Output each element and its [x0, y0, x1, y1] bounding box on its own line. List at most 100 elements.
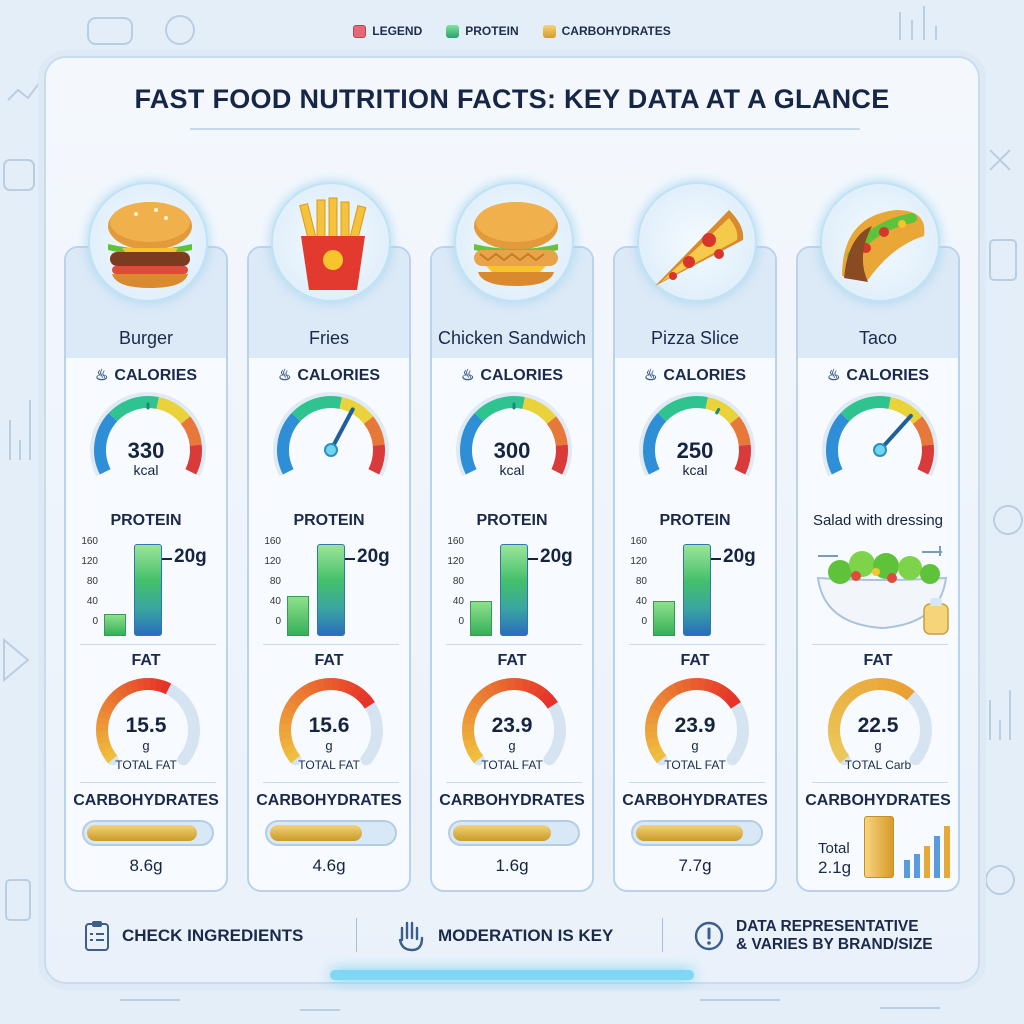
fat-unit: g [142, 738, 150, 753]
calorie-gauge-segment [546, 416, 568, 447]
protein-chart: 160 120 80 40 0 20g [257, 536, 407, 636]
protein-tick-label: 80 [452, 576, 464, 587]
section-divider [629, 644, 765, 645]
calorie-gauge-segment [643, 413, 667, 475]
section-divider [446, 644, 582, 645]
footer: CHECK INGREDIENTS MODERATION IS KEY DATA… [60, 906, 964, 966]
info-warning-icon [694, 921, 724, 951]
calories-heading: ♨ CALORIES [615, 366, 775, 385]
fat-gauge-fill [654, 693, 669, 708]
title-divider [190, 128, 860, 130]
fat-unit: g [874, 738, 882, 753]
protein-tick-label: 0 [641, 616, 647, 627]
protein-tick-label: 0 [92, 616, 98, 627]
protein-tick-label: 40 [269, 596, 281, 607]
pizza-slice-icon [655, 210, 744, 286]
taco-icon [842, 210, 925, 282]
calorie-gauge [456, 392, 572, 477]
calorie-gauge-segment [185, 444, 202, 475]
calorie-gauge-segment [180, 416, 202, 447]
calorie-gauge-rim [822, 392, 938, 477]
calorie-unit: kcal [499, 462, 525, 478]
fat-gauge-fill [673, 680, 686, 695]
section-divider [812, 782, 948, 783]
calorie-gauge-segment [826, 413, 850, 475]
food-image [820, 182, 940, 302]
fat-gauge-fill [338, 678, 350, 693]
fat-gauge-fill [111, 687, 125, 702]
carbohydrate-bar [448, 820, 580, 846]
food-image [454, 182, 574, 302]
protein-reference-bar [287, 596, 309, 636]
protein-value: 20g [357, 546, 390, 567]
protein-tick-label: 120 [447, 556, 464, 567]
fat-gauge-fill [650, 699, 665, 713]
fat-gauge [279, 678, 383, 766]
calorie-gauge-segment [551, 444, 568, 475]
calorie-gauge-needle [715, 407, 721, 415]
food-card-chicken-sandwich: Chicken Sandwich ♨ CALORIES 300 kcal PROTEIN 1… [430, 182, 594, 892]
fat-gauge-fill [721, 689, 736, 704]
calories-label: CALORIES [480, 367, 564, 384]
fat-unit: g [508, 738, 516, 753]
legend-item-protein: PROTEIN [446, 24, 519, 38]
protein-value: 20g [540, 546, 573, 567]
legend-label: CARBOHYDRATES [561, 24, 671, 38]
page-title: FAST FOOD NUTRITION FACTS: KEY DATA AT A… [134, 84, 890, 114]
fat-gauge-fill [726, 694, 741, 709]
fat-heading: FAT [863, 652, 893, 669]
calories-heading: ♨ CALORIES [798, 366, 958, 385]
calorie-value: 330 [127, 438, 165, 463]
section-divider [446, 782, 582, 783]
fat-gauge-fill [498, 678, 509, 692]
bottom-glow-bar [330, 970, 694, 980]
protein-heading: PROTEIN [659, 512, 731, 529]
protein-heading: PROTEIN [110, 512, 182, 529]
protein-marker [711, 558, 721, 560]
calories-label: CALORIES [114, 367, 198, 384]
carbohydrate-value: 4.6g [312, 856, 346, 875]
legend-swatch [542, 24, 556, 38]
protein-tick-label: 0 [458, 616, 464, 627]
legend-label: LEGEND [372, 24, 423, 38]
calorie-gauge-segment [705, 397, 740, 425]
protein-tick-label: 80 [86, 576, 98, 587]
fat-gauge-fill [843, 687, 858, 702]
hand-icon [398, 921, 424, 952]
legend-swatch [446, 24, 460, 38]
burger-icon [108, 202, 192, 288]
carbohydrates-heading: CARBOHYDRATES [805, 792, 951, 809]
protein-tick-label: 40 [452, 596, 464, 607]
fat-gauge-fill [838, 692, 853, 706]
section-divider [812, 644, 948, 645]
fat-gauge-fill [149, 678, 158, 691]
food-name: Fries [309, 328, 349, 348]
calorie-gauge-segment [729, 416, 751, 447]
section-divider [263, 644, 399, 645]
calorie-gauge-segment [156, 397, 191, 425]
flame-icon: ♨ [826, 367, 841, 384]
fat-heading: FAT [497, 652, 527, 669]
protein-tick-label: 40 [86, 596, 98, 607]
fat-gauge-fill [155, 678, 165, 693]
fat-gauge-fill [136, 678, 145, 692]
section-divider [263, 782, 399, 783]
fat-value: 22.5 [857, 714, 899, 737]
carb-bar-chart-icon [904, 826, 950, 878]
calorie-gauge-hub [324, 443, 338, 457]
calorie-gauge-segment [108, 396, 159, 422]
fat-gauge-fill [849, 683, 863, 698]
carbohydrate-value: 1.6g [495, 856, 529, 875]
fat-gauge-fill [103, 697, 117, 710]
calorie-gauge-segment [734, 444, 751, 475]
protein-tick-label: 120 [630, 556, 647, 567]
footer-moderation: MODERATION IS KEY [396, 906, 613, 966]
carbohydrate-value: 8.6g [129, 856, 163, 875]
fat-gauge [645, 678, 749, 766]
carbohydrates-heading: CARBOHYDRATES [256, 792, 402, 809]
fat-gauge-fill [129, 679, 140, 693]
carbohydrates-heading: CARBOHYDRATES [439, 792, 585, 809]
calorie-gauge-segment [912, 416, 934, 447]
fat-gauge-fill [538, 689, 553, 704]
